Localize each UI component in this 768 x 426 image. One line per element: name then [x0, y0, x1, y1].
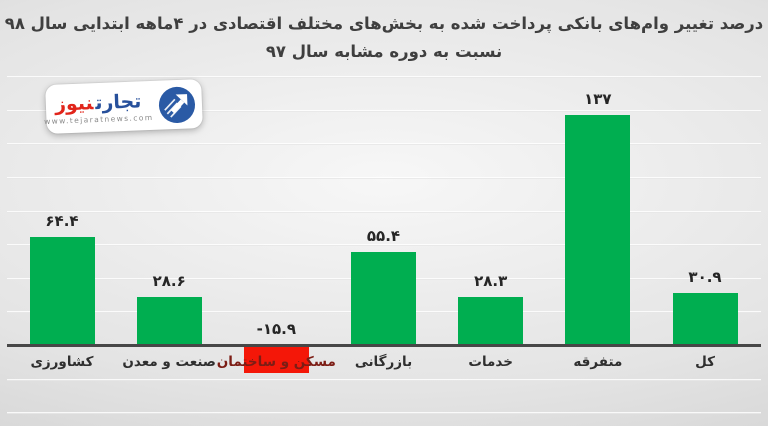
gridline: [7, 412, 761, 415]
bar-category-label: متفرقه: [573, 354, 623, 370]
bar-category-label: کل: [695, 354, 715, 370]
bar-category-label: خدمات: [468, 354, 513, 370]
chart-bar: [351, 251, 416, 345]
tejaratnews-wordmark: تجارتنیوز: [55, 90, 142, 115]
x-axis-line: [7, 344, 761, 347]
chart-bar: [672, 293, 738, 345]
bar-value-label: ۲۸.۶: [152, 271, 186, 290]
gridline: [7, 378, 761, 381]
chart-bar: [458, 297, 524, 345]
gridline: [7, 76, 761, 79]
gridline: [7, 177, 761, 179]
trending-arrow-icon: [158, 86, 196, 123]
bar-value-label: ۵۵.۴: [366, 226, 401, 245]
gridline: [7, 244, 761, 247]
bar-value-label: ۲۸.۳: [474, 272, 508, 291]
bar-value-label: ۶۴.۴: [45, 211, 79, 230]
bar-category-label: صنعت و معدن: [122, 354, 216, 370]
gridline: [7, 109, 761, 112]
chart-bar: [565, 114, 631, 345]
logo-word-news: نیوز: [54, 91, 94, 116]
bar-category-label: کشاورزی: [30, 354, 94, 370]
bar-value-label: ۱۳۷: [584, 89, 612, 108]
gridline: [7, 143, 761, 146]
bar-category-label: بازرگانی: [354, 354, 413, 370]
chart-bar: [243, 346, 309, 373]
chart-title-line2: نسبت به دوره مشابه سال ۹۷: [265, 42, 503, 61]
bar-category-label: مسکن و ساختمان: [216, 354, 336, 370]
tejaratnews-logo: تجارتنیوز www.tejaratnews.com: [43, 79, 203, 134]
chart-bar: [136, 296, 202, 345]
bar-value-label: -۱۵.۹: [256, 320, 297, 338]
logo-word-tejarat: تجارت: [94, 89, 142, 114]
tejaratnews-logo-text: تجارتنیوز www.tejaratnews.com: [43, 89, 154, 126]
chart-bar: [29, 236, 95, 345]
chart-title-line1: درصد تغییر وام‌های بانکی پرداخت شده به ب…: [4, 14, 764, 33]
bar-value-label: ۳۰.۹: [688, 268, 722, 287]
chart-title: درصد تغییر وام‌های بانکی پرداخت شده به ب…: [0, 10, 768, 66]
gridline: [7, 210, 761, 213]
